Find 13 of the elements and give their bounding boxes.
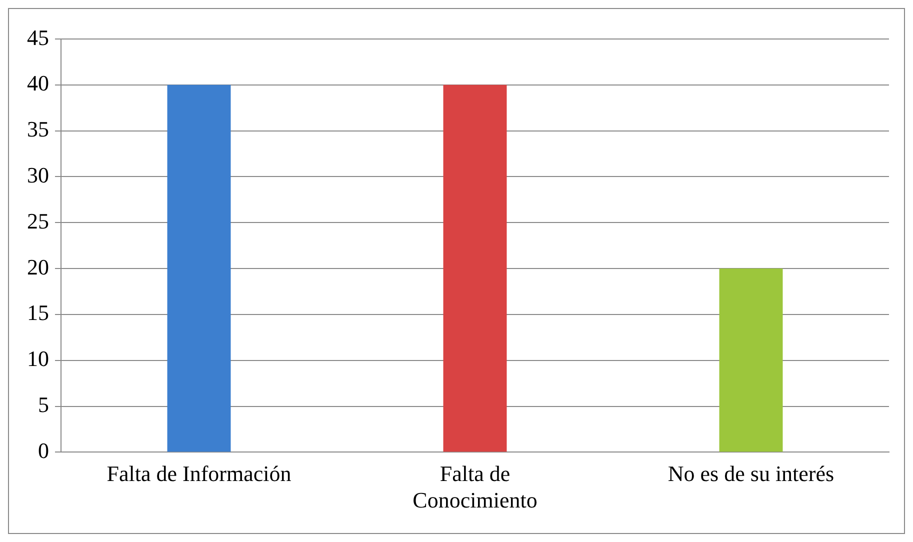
y-tick-label: 35 <box>27 116 49 142</box>
y-tick-label: 25 <box>27 208 49 234</box>
y-tick-label: 0 <box>38 438 49 463</box>
y-tick-label: 20 <box>27 254 49 280</box>
x-tick-label: Falta de Información <box>106 461 292 486</box>
y-tick-label: 10 <box>27 346 49 372</box>
y-tick-label: 45 <box>27 24 49 50</box>
y-tick-label: 40 <box>27 70 49 96</box>
y-tick-label: 15 <box>27 300 49 326</box>
y-tick-label: 5 <box>38 392 49 418</box>
y-tick-label: 30 <box>27 162 49 188</box>
x-tick-label: No es de su interés <box>668 461 834 486</box>
x-tick-label: Falta de Conocimiento <box>412 461 538 513</box>
